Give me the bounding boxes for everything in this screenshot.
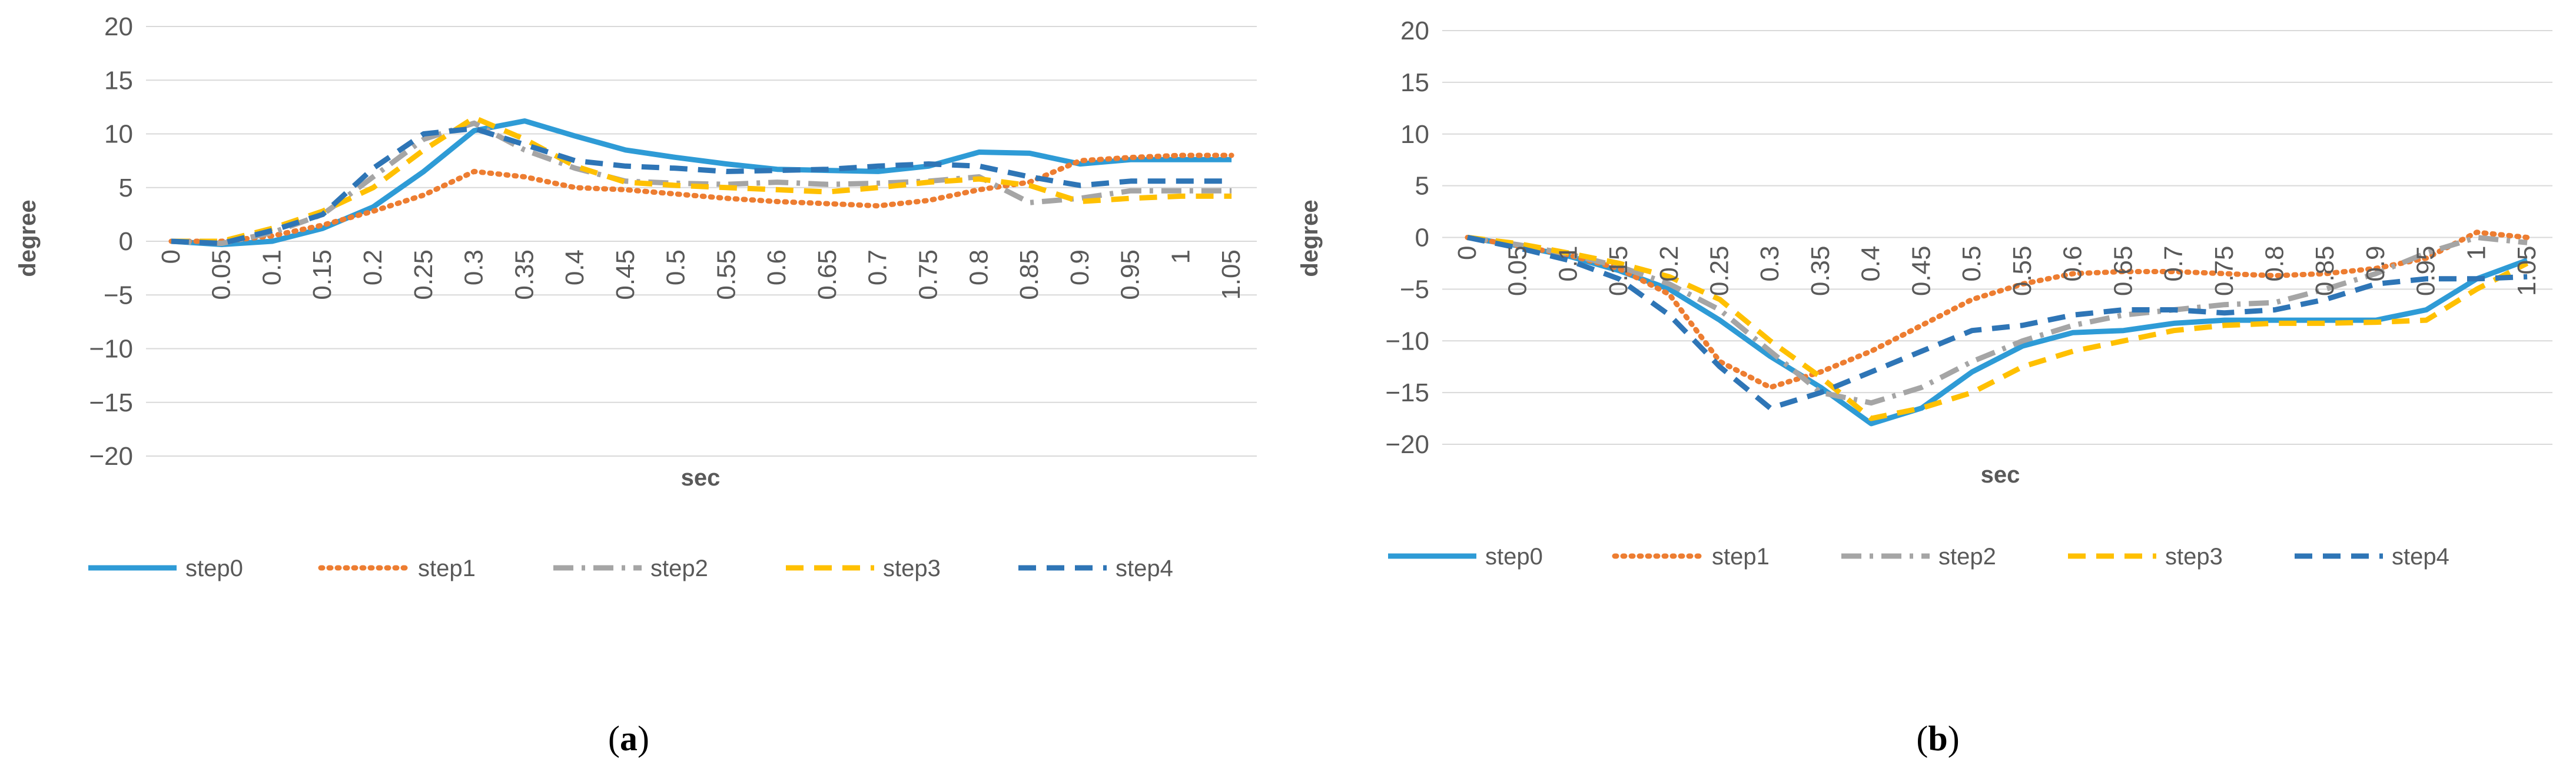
series-line-step4 — [171, 125, 1232, 247]
y-tick-label: 0 — [1415, 224, 1429, 252]
legend-label-step4: step4 — [2392, 544, 2449, 570]
x-tick-label: 0.05 — [1503, 246, 1532, 297]
x-tick-label: 0.3 — [1755, 246, 1784, 282]
chart-panel-a: 20 15 10 5 0 −5 −10 −15 −20 0 0.05 0.1 0.15 0.2 0.25 0… — [15, 12, 1257, 758]
chart-a: 20 15 10 5 0 −5 −10 −15 −20 0 0.05 0.1 0.15 0.2 0.25 0… — [15, 12, 1257, 758]
y-tick-label: 20 — [104, 12, 133, 41]
x-axis-title: sec — [1981, 462, 2020, 488]
x-tick-label: 0.25 — [409, 250, 438, 300]
x-tick-label: 0.45 — [611, 250, 640, 300]
y-tick-label: 20 — [1400, 16, 1429, 45]
x-tick-label: 0.3 — [460, 250, 489, 285]
x-tick-label: 0.4 — [1857, 246, 1885, 282]
x-tick-label: 0.15 — [1604, 246, 1633, 297]
x-tick-label: 0.75 — [2210, 246, 2239, 297]
chart-b: 20 15 10 5 0 −5 −10 −15 −20 0 0.05 0.1 0.15 0.2 0.25 0… — [1297, 16, 2552, 758]
x-tick-label: 0.5 — [1957, 246, 1986, 282]
x-tick-label: 1 — [1166, 250, 1195, 264]
x-axis-title: sec — [681, 465, 721, 491]
x-tick-label: 1.05 — [2512, 246, 2541, 297]
y-tick-label: −15 — [89, 388, 133, 417]
x-tick-label: 0.7 — [2159, 246, 2188, 282]
x-tick-label: 0.95 — [2412, 246, 2441, 297]
x-tick-label: 0.95 — [1116, 250, 1145, 300]
panel-caption: (a) — [608, 719, 649, 758]
x-tick-label: 0.15 — [308, 250, 337, 300]
legend-label-step2: step2 — [650, 556, 708, 581]
legend-label-step0: step0 — [1485, 544, 1543, 570]
x-tick-label: 0.65 — [2109, 246, 2137, 297]
x-tick-label: 0.35 — [510, 250, 539, 300]
y-tick-label: 0 — [119, 227, 133, 256]
legend-label-step0: step0 — [185, 556, 243, 581]
x-tick-label: 0 — [1453, 246, 1482, 260]
y-tick-label: 5 — [119, 174, 133, 202]
series-line-step2 — [171, 120, 1232, 247]
series-line-step3 — [171, 115, 1232, 244]
y-tick-label: −15 — [1385, 378, 1429, 407]
x-tick-label: 0.8 — [2260, 246, 2289, 282]
x-tick-label: 0.2 — [1655, 246, 1684, 282]
y-tick-label: 15 — [104, 66, 133, 95]
x-tick-label: 0.55 — [712, 250, 741, 300]
y-tick-label: 15 — [1400, 68, 1429, 97]
chart-panel-b: 20 15 10 5 0 −5 −10 −15 −20 0 0.05 0.1 0.15 0.2 0.25 0… — [1288, 0, 2576, 775]
y-axis-title: degree — [15, 199, 41, 277]
legend-label-step1: step1 — [418, 556, 476, 581]
y-tick-label: 10 — [1400, 120, 1429, 149]
x-tick-label: 0.1 — [1553, 246, 1582, 282]
y-tick-label: −10 — [1385, 327, 1429, 355]
y-tick-label: 5 — [1415, 172, 1429, 201]
y-tick-label: −5 — [1400, 275, 1429, 304]
x-tick-label: 0.5 — [662, 250, 691, 285]
x-tick-label: 0.85 — [1015, 250, 1044, 300]
legend-label-step3: step3 — [2165, 544, 2223, 570]
legend-label-step1: step1 — [1712, 544, 1770, 570]
x-tick-label: 0.6 — [762, 250, 791, 285]
x-tick-label: 0.75 — [914, 250, 942, 300]
y-tick-label: −10 — [89, 335, 133, 364]
x-tick-label: 0.45 — [1907, 246, 1936, 297]
x-tick-label: 0.25 — [1705, 246, 1734, 297]
series-line-step1 — [168, 152, 1234, 244]
panel-caption: (b) — [1916, 719, 1959, 758]
legend-label-step3: step3 — [883, 556, 941, 581]
x-tick-label: 0.05 — [207, 250, 236, 300]
x-tick-label: 0.9 — [1065, 250, 1094, 285]
x-tick-label: 0.35 — [1806, 246, 1835, 297]
series-line-step3 — [1467, 235, 2529, 421]
x-tick-label: 0.2 — [358, 250, 387, 285]
x-tick-label: 0.6 — [2059, 246, 2087, 282]
y-tick-label: 10 — [104, 120, 133, 149]
legend-label-step2: step2 — [1938, 544, 1996, 570]
x-tick-label: 0.65 — [813, 250, 842, 300]
x-tick-label: 0.8 — [964, 250, 993, 285]
x-tick-label: 1.05 — [1217, 250, 1246, 300]
x-tick-label: 0.7 — [864, 250, 892, 285]
x-tick-label: 0.1 — [257, 250, 286, 285]
x-tick-label: 0.4 — [560, 250, 589, 285]
y-tick-label: −20 — [89, 442, 133, 471]
series-line-step4 — [1466, 235, 2528, 411]
y-tick-label: −20 — [1385, 430, 1429, 459]
x-tick-label: 1 — [2462, 246, 2491, 260]
y-axis-title: degree — [1297, 199, 1323, 277]
series-line-step1 — [1465, 229, 2530, 390]
x-tick-label: 0.85 — [2311, 246, 2339, 297]
x-tick-label: 0.9 — [2361, 246, 2390, 282]
x-tick-label: 0.55 — [2008, 246, 2037, 297]
y-tick-label: −5 — [104, 281, 133, 310]
legend-label-step4: step4 — [1116, 556, 1173, 581]
x-tick-label: 0 — [157, 250, 185, 264]
